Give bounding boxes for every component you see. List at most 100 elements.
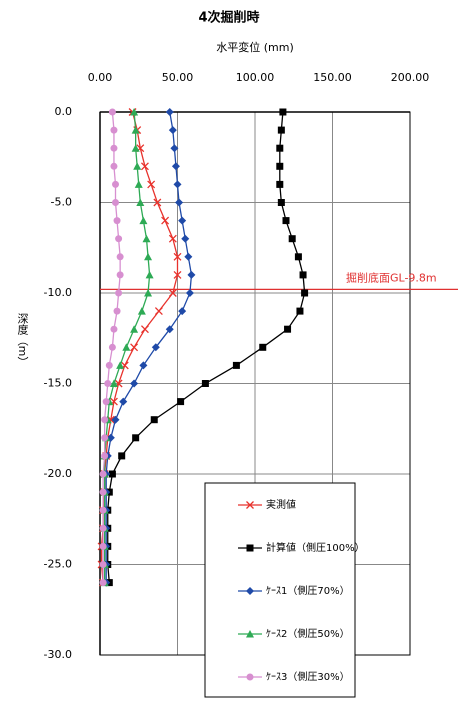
marker — [279, 108, 287, 116]
legend-marker — [246, 587, 254, 595]
legend-label: ｹｰｽ2（側圧50%） — [266, 627, 350, 640]
annotation-text: 掘削底面GL-9.8m — [346, 270, 437, 284]
x-tick-label: 50.00 — [162, 71, 194, 84]
marker — [101, 416, 109, 424]
marker — [130, 379, 139, 388]
marker — [177, 398, 185, 406]
legend-label: 実測値 — [266, 498, 296, 511]
marker — [144, 289, 153, 297]
marker — [178, 216, 187, 225]
x-tick-label: 150.00 — [313, 71, 352, 84]
marker — [116, 271, 124, 279]
chart-title: 4次掘削時 — [198, 10, 259, 26]
marker — [112, 180, 119, 188]
marker — [99, 542, 107, 550]
marker — [153, 198, 162, 207]
marker — [109, 379, 118, 387]
marker — [99, 470, 107, 478]
marker — [145, 270, 154, 279]
marker — [154, 307, 163, 316]
y-tick-label: -25.0 — [44, 558, 72, 571]
marker — [99, 488, 107, 496]
marker — [150, 416, 158, 424]
marker — [184, 252, 193, 261]
marker — [175, 198, 184, 207]
x-tick-label: 100.00 — [236, 71, 275, 84]
marker — [111, 415, 120, 424]
marker — [122, 343, 131, 351]
marker — [105, 361, 113, 369]
marker — [168, 289, 177, 297]
marker — [301, 289, 309, 297]
marker — [112, 199, 119, 206]
marker — [139, 361, 148, 370]
marker — [168, 234, 177, 243]
legend-box — [204, 482, 356, 698]
marker — [137, 307, 146, 315]
marker — [178, 307, 187, 316]
marker — [110, 144, 118, 152]
marker — [116, 361, 125, 369]
marker — [131, 126, 140, 134]
marker — [187, 270, 196, 279]
marker — [170, 144, 179, 153]
marker — [232, 361, 240, 369]
marker — [139, 216, 148, 225]
marker — [108, 108, 116, 116]
legend-marker — [246, 544, 254, 552]
marker — [147, 180, 156, 189]
marker — [131, 144, 140, 152]
marker — [133, 162, 142, 170]
legend-marker — [246, 630, 254, 638]
marker — [181, 234, 190, 243]
marker — [296, 307, 304, 315]
marker — [168, 126, 177, 135]
marker — [99, 561, 107, 568]
marker — [140, 325, 149, 334]
x-tick-label: 200.00 — [391, 71, 430, 84]
marker — [173, 270, 182, 279]
marker — [110, 325, 118, 333]
marker — [130, 325, 139, 333]
legend-marker — [246, 501, 254, 509]
marker — [108, 470, 116, 478]
marker — [171, 162, 180, 171]
marker — [142, 234, 151, 243]
marker — [294, 253, 302, 261]
legend-label: 計算値（側圧100%） — [266, 541, 365, 554]
marker — [115, 235, 123, 243]
marker — [165, 108, 174, 116]
marker — [136, 198, 145, 206]
marker — [99, 506, 107, 514]
marker — [116, 253, 124, 261]
marker — [101, 434, 109, 442]
marker — [113, 217, 121, 225]
y-axis-title: 深度（m） — [16, 312, 29, 367]
marker — [165, 325, 174, 334]
marker — [132, 434, 140, 442]
marker — [259, 343, 267, 351]
marker — [276, 144, 284, 152]
marker — [173, 180, 182, 189]
legend-marker — [246, 673, 254, 681]
legend-label: ｹｰｽ1（側圧70%） — [266, 584, 350, 597]
marker — [284, 325, 292, 333]
y-tick-label: -30.0 — [44, 648, 72, 661]
marker — [119, 397, 128, 406]
x-tick-label: 0.00 — [88, 71, 113, 84]
marker — [130, 343, 139, 352]
marker — [276, 180, 284, 188]
marker — [113, 307, 121, 315]
marker — [277, 126, 285, 134]
marker — [104, 380, 112, 387]
marker — [299, 271, 307, 279]
y-tick-label: -15.0 — [44, 377, 72, 390]
marker — [115, 289, 123, 297]
marker — [99, 524, 107, 532]
marker — [151, 343, 160, 352]
marker — [277, 199, 285, 206]
marker — [173, 252, 182, 261]
legend-label: ｹｰｽ3（側圧30%） — [266, 670, 350, 683]
marker — [201, 380, 209, 387]
